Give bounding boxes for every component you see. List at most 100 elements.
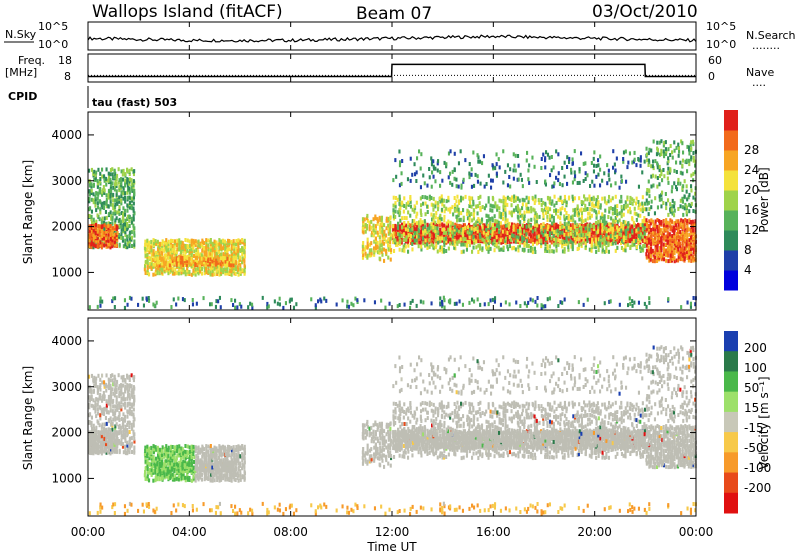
- power-cell: [148, 243, 151, 248]
- power-cell: [241, 256, 244, 261]
- power-cell: [590, 241, 594, 246]
- power-cell: [544, 304, 547, 309]
- power-cell: [591, 207, 594, 212]
- power-cell: [573, 212, 576, 217]
- power-cell: [188, 239, 191, 244]
- power-cell: [124, 245, 128, 250]
- power-cell: [647, 254, 651, 259]
- power-cell: [114, 182, 117, 187]
- power-cell: [189, 247, 192, 252]
- power-cell: [690, 252, 693, 257]
- power-cell: [394, 227, 397, 232]
- power-cell: [91, 221, 94, 225]
- power-cell: [557, 209, 560, 214]
- power-cell: [115, 177, 118, 182]
- power-cell: [438, 196, 441, 201]
- power-cell: [662, 219, 665, 223]
- power-cell: [239, 266, 242, 271]
- power-cell: [563, 214, 566, 219]
- power-cell: [580, 229, 583, 234]
- power-cell: [389, 230, 392, 235]
- power-cell: [205, 256, 208, 261]
- power-cell: [122, 206, 125, 211]
- power-cell: [685, 189, 688, 194]
- power-cell: [184, 272, 187, 277]
- power-cell: [479, 159, 482, 164]
- power-cell: [224, 250, 227, 255]
- power-cell: [366, 255, 369, 260]
- velocity-cell: [112, 417, 115, 422]
- power-cell: [183, 269, 187, 274]
- power-cell: [527, 226, 530, 231]
- power-cell: [677, 219, 680, 224]
- power-cell: [624, 149, 627, 154]
- power-cell: [482, 154, 486, 159]
- power-cell: [509, 184, 512, 189]
- power-cell: [392, 224, 395, 229]
- power-cell: [584, 161, 587, 166]
- power-cell: [576, 204, 579, 209]
- power-cell: [694, 163, 697, 168]
- power-cell: [654, 227, 657, 232]
- power-cell: [403, 216, 406, 220]
- power-cell: [199, 241, 202, 246]
- power-cell: [589, 215, 592, 220]
- power-cell: [400, 234, 404, 238]
- power-cell: [555, 175, 558, 180]
- power-cell: [675, 145, 678, 150]
- power-cell: [476, 297, 479, 302]
- power-cell: [589, 223, 592, 228]
- power-cell: [639, 222, 642, 227]
- velocity-cell: [103, 394, 106, 399]
- power-cell: [129, 230, 132, 235]
- nsky-series: [87, 34, 697, 43]
- power-cell: [515, 235, 518, 240]
- power-cell: [385, 216, 388, 221]
- power-cell: [504, 219, 507, 224]
- power-cell: [643, 226, 646, 231]
- power-cell: [402, 228, 406, 233]
- power-cell: [466, 208, 469, 213]
- power-cell: [559, 207, 562, 212]
- power-cell: [595, 230, 598, 235]
- power-cell: [682, 219, 685, 224]
- power-cell: [608, 299, 611, 304]
- power-cell: [133, 211, 136, 216]
- power-cell: [447, 299, 451, 304]
- power-cell: [673, 259, 676, 264]
- power-cell: [127, 241, 130, 246]
- power-cell: [692, 245, 695, 250]
- power-cell: [356, 298, 359, 303]
- power-cell: [653, 255, 657, 260]
- power-cell: [378, 246, 381, 251]
- power-cell: [366, 244, 369, 249]
- power-cell: [215, 299, 218, 304]
- power-cell: [90, 182, 93, 187]
- power-cell: [491, 163, 494, 168]
- power-cell: [470, 172, 473, 177]
- power-cell: [108, 232, 111, 237]
- power-cell: [364, 251, 367, 256]
- power-cell: [402, 232, 405, 237]
- power-cell: [426, 229, 429, 234]
- power-cell: [667, 212, 670, 217]
- power-cell: [114, 202, 117, 207]
- power-cell: [457, 161, 461, 166]
- power-cell: [432, 222, 435, 227]
- power-cell: [582, 239, 585, 244]
- power-cell: [688, 209, 691, 214]
- power-cell: [512, 176, 515, 181]
- power-cell: [379, 239, 382, 244]
- power-cell: [93, 169, 96, 174]
- power-cell: [509, 228, 512, 233]
- power-cell: [561, 199, 564, 204]
- power-cell: [105, 204, 108, 209]
- power-cell: [384, 305, 387, 310]
- power-cell: [684, 159, 687, 164]
- power-cell: [443, 242, 446, 247]
- power-cell: [644, 201, 647, 206]
- velocity-cell: [109, 398, 112, 403]
- power-cell: [580, 242, 583, 247]
- power-cell: [219, 239, 223, 244]
- power-cell: [557, 197, 560, 202]
